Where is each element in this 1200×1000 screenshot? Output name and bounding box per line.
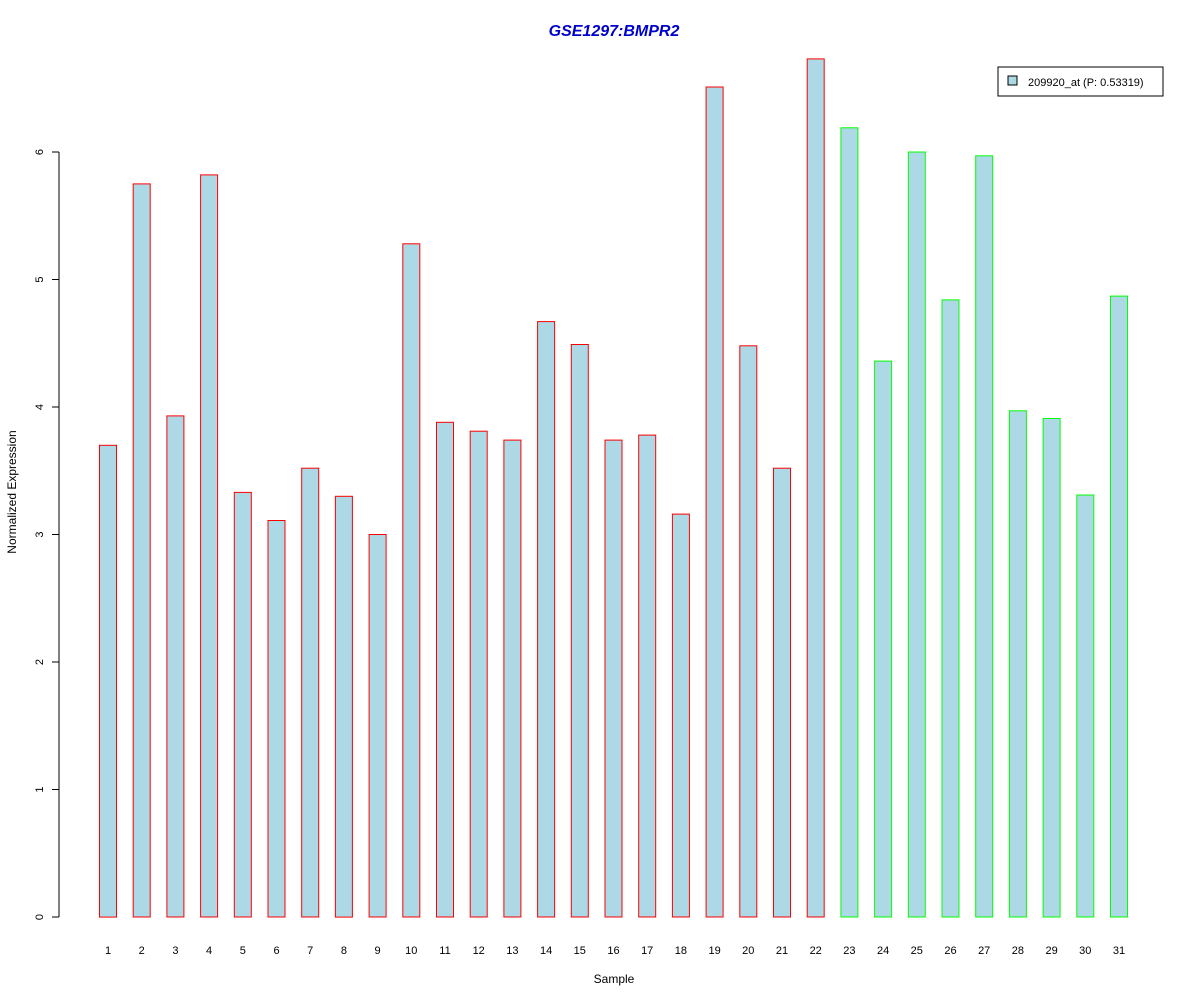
bar-sample-29: [1042, 418, 1061, 918]
x-tick-label: 9: [375, 945, 381, 957]
bar-sample-17: [638, 434, 657, 918]
bar-sample-10: [402, 243, 421, 918]
bar-sample-11: [436, 421, 454, 918]
x-tick-label: 12: [473, 945, 485, 957]
bar-sample-13: [503, 439, 522, 918]
y-tick-label: 6: [34, 149, 46, 155]
x-tick-label: 25: [911, 945, 923, 957]
bar-sample-23: [840, 127, 859, 918]
y-tick-label: 0: [34, 914, 46, 920]
x-tick-label: 21: [776, 945, 788, 957]
x-tick-label: 15: [574, 945, 586, 957]
x-axis-label: Sample: [594, 972, 635, 986]
bar-sample-15: [570, 344, 589, 918]
x-tick-label: 13: [506, 945, 518, 957]
bar-sample-22: [806, 58, 825, 918]
y-axis: 0 1 2 3 4 5 6: [34, 149, 60, 920]
legend-entry-label: 209920_at (P: 0.53319): [1028, 77, 1144, 89]
bar-sample-4: [200, 174, 219, 918]
bar-sample-5: [233, 491, 252, 918]
x-tick-label: 8: [341, 945, 347, 957]
x-tick-label: 18: [675, 945, 687, 957]
x-tick-label: 10: [405, 945, 417, 957]
x-tick-label: 23: [843, 945, 855, 957]
x-tick-label: 29: [1045, 945, 1057, 957]
x-tick-label: 11: [439, 945, 450, 957]
bar-sample-2: [132, 183, 151, 918]
legend-swatch: [1007, 75, 1018, 86]
x-tick-labels: 1 2 3 4 5 6 7 8 9 10 11 12 13 14 15 16 17 18 19 20 21 22 23 24 2…: [105, 945, 1125, 957]
bar-sample-21: [773, 467, 791, 918]
x-tick-label: 17: [641, 945, 653, 957]
chart-title: GSE1297:BMPR2: [549, 23, 680, 40]
bar-sample-24: [874, 360, 893, 918]
y-tick-label: 3: [34, 531, 46, 537]
x-tick-label: 2: [139, 945, 145, 957]
bar-sample-28: [1008, 410, 1027, 918]
x-tick-label: 19: [708, 945, 720, 957]
bar-sample-27: [975, 155, 994, 918]
bar-sample-16: [604, 439, 623, 918]
bar-sample-18: [671, 513, 690, 918]
x-tick-label: 20: [742, 945, 754, 957]
bar-sample-19: [705, 86, 724, 918]
bar-sample-20: [739, 345, 758, 918]
bar-sample-6: [267, 520, 286, 918]
bar-sample-12: [469, 430, 488, 918]
bars-group: [99, 58, 1128, 918]
legend: 209920_at (P: 0.53319): [997, 66, 1164, 97]
bar-sample-26: [941, 299, 960, 918]
y-tick-label: 1: [34, 786, 46, 792]
x-tick-label: 16: [607, 945, 619, 957]
bar-sample-7: [301, 467, 320, 918]
y-tick-label: 2: [34, 659, 46, 665]
x-tick-label: 31: [1113, 945, 1125, 957]
x-tick-label: 30: [1079, 945, 1091, 957]
x-tick-label: 6: [273, 945, 279, 957]
x-tick-label: 5: [240, 945, 246, 957]
y-tick-label: 4: [34, 404, 46, 410]
x-tick-label: 3: [172, 945, 178, 957]
bar-sample-14: [537, 321, 556, 918]
bar-sample-30: [1076, 494, 1095, 918]
x-tick-label: 14: [540, 945, 552, 957]
bar-sample-8: [334, 495, 353, 918]
bar-sample-9: [368, 534, 387, 918]
x-tick-label: 24: [877, 945, 889, 957]
bar-sample-3: [166, 415, 185, 918]
x-tick-label: 4: [206, 945, 212, 957]
x-tick-label: 28: [1012, 945, 1024, 957]
y-tick-label: 5: [34, 276, 46, 282]
x-tick-label: 7: [307, 945, 313, 957]
x-tick-label: 22: [810, 945, 822, 957]
x-tick-label: 27: [978, 945, 990, 957]
bar-sample-25: [907, 151, 926, 918]
x-tick-label: 1: [105, 945, 111, 957]
x-tick-label: 26: [944, 945, 956, 957]
legend-box: [997, 66, 1164, 97]
bar-sample-31: [1110, 295, 1128, 918]
y-axis-label: Normalized Expression: [5, 430, 19, 553]
bar-sample-1: [99, 444, 117, 918]
